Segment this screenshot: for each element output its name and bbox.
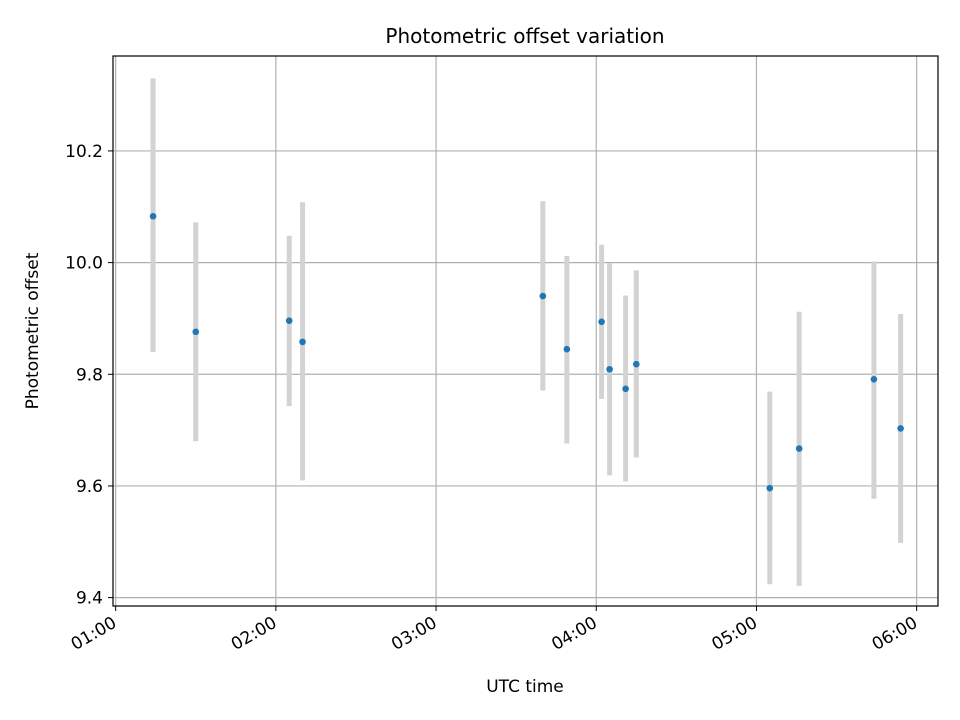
data-point [299, 338, 306, 346]
data-point [897, 425, 904, 432]
data-point [622, 385, 629, 393]
y-tick-label: 10.2 [65, 142, 103, 162]
plot-frame [112, 55, 939, 607]
y-axis-label: Photometric offset [23, 252, 43, 409]
chart-title: Photometric offset variation [385, 24, 664, 48]
x-axis-label: UTC time [486, 677, 564, 697]
y-tick-label: 9.6 [76, 477, 103, 497]
y-axis: 9.4 9.6 9.8 10.0 10.2 [65, 142, 113, 609]
data-point [795, 445, 803, 452]
grid [113, 56, 938, 606]
data-point [149, 212, 157, 220]
data-point [633, 360, 640, 368]
y-tick-label: 9.4 [76, 589, 103, 609]
y-tick-label: 10.0 [65, 254, 103, 274]
data-point [598, 318, 605, 326]
data-point [766, 484, 774, 492]
data-point [563, 345, 571, 353]
data-point [870, 375, 878, 383]
plot-background [113, 56, 938, 606]
plot-area [112, 55, 939, 607]
data-point [539, 292, 547, 300]
data-point [192, 328, 200, 336]
data-points [149, 212, 904, 492]
y-tick-label: 9.8 [76, 365, 103, 385]
data-point [606, 365, 613, 373]
data-point [285, 317, 293, 324]
